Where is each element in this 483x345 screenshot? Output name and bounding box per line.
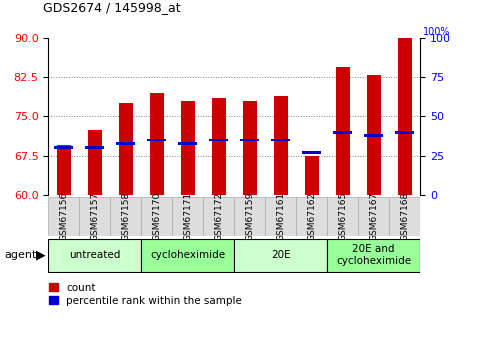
FancyBboxPatch shape xyxy=(234,197,265,236)
Bar xyxy=(271,139,290,141)
Text: GSM67165: GSM67165 xyxy=(338,192,347,241)
Text: GSM67170: GSM67170 xyxy=(152,192,161,241)
FancyBboxPatch shape xyxy=(389,197,420,236)
Bar xyxy=(398,30,412,195)
Text: cycloheximide: cycloheximide xyxy=(150,250,226,260)
FancyBboxPatch shape xyxy=(296,197,327,236)
Bar xyxy=(333,131,352,134)
FancyBboxPatch shape xyxy=(48,239,141,272)
Text: ▶: ▶ xyxy=(36,249,46,262)
FancyBboxPatch shape xyxy=(172,197,203,236)
Bar xyxy=(147,139,166,141)
Bar xyxy=(336,67,350,195)
Bar xyxy=(85,146,104,149)
Text: GSM67172: GSM67172 xyxy=(214,192,223,241)
FancyBboxPatch shape xyxy=(141,239,234,272)
Bar xyxy=(210,139,228,141)
Text: 100%: 100% xyxy=(423,27,451,37)
FancyBboxPatch shape xyxy=(327,239,420,272)
Text: GSM67168: GSM67168 xyxy=(400,192,409,241)
Bar xyxy=(302,151,321,154)
Text: GSM67171: GSM67171 xyxy=(183,192,192,241)
FancyBboxPatch shape xyxy=(79,197,110,236)
FancyBboxPatch shape xyxy=(234,239,327,272)
Bar xyxy=(243,101,257,195)
Text: GSM67159: GSM67159 xyxy=(245,192,254,241)
Text: 20E: 20E xyxy=(271,250,291,260)
Text: GSM67156: GSM67156 xyxy=(59,192,68,241)
Bar xyxy=(396,131,414,134)
FancyBboxPatch shape xyxy=(358,197,389,236)
FancyBboxPatch shape xyxy=(141,197,172,236)
Text: untreated: untreated xyxy=(69,250,120,260)
Text: GSM67161: GSM67161 xyxy=(276,192,285,241)
Bar xyxy=(150,93,164,195)
Text: GDS2674 / 145998_at: GDS2674 / 145998_at xyxy=(43,1,181,14)
FancyBboxPatch shape xyxy=(203,197,234,236)
Bar xyxy=(119,104,133,195)
FancyBboxPatch shape xyxy=(110,197,141,236)
Text: 20E and
cycloheximide: 20E and cycloheximide xyxy=(336,245,412,266)
Bar xyxy=(181,101,195,195)
Text: GSM67157: GSM67157 xyxy=(90,192,99,241)
FancyBboxPatch shape xyxy=(327,197,358,236)
Text: GSM67158: GSM67158 xyxy=(121,192,130,241)
Text: GSM67162: GSM67162 xyxy=(307,192,316,241)
Bar xyxy=(116,142,135,145)
Text: GSM67167: GSM67167 xyxy=(369,192,378,241)
Bar xyxy=(364,134,383,137)
Bar xyxy=(274,96,288,195)
Bar xyxy=(305,156,319,195)
Bar xyxy=(212,98,226,195)
FancyBboxPatch shape xyxy=(48,197,79,236)
Bar xyxy=(241,139,259,141)
Bar xyxy=(367,75,381,195)
FancyBboxPatch shape xyxy=(265,197,296,236)
Bar xyxy=(179,142,197,145)
Bar xyxy=(55,146,73,149)
Bar xyxy=(88,129,102,195)
Text: agent: agent xyxy=(5,250,37,260)
Legend: count, percentile rank within the sample: count, percentile rank within the sample xyxy=(49,283,242,306)
Bar xyxy=(57,145,71,195)
